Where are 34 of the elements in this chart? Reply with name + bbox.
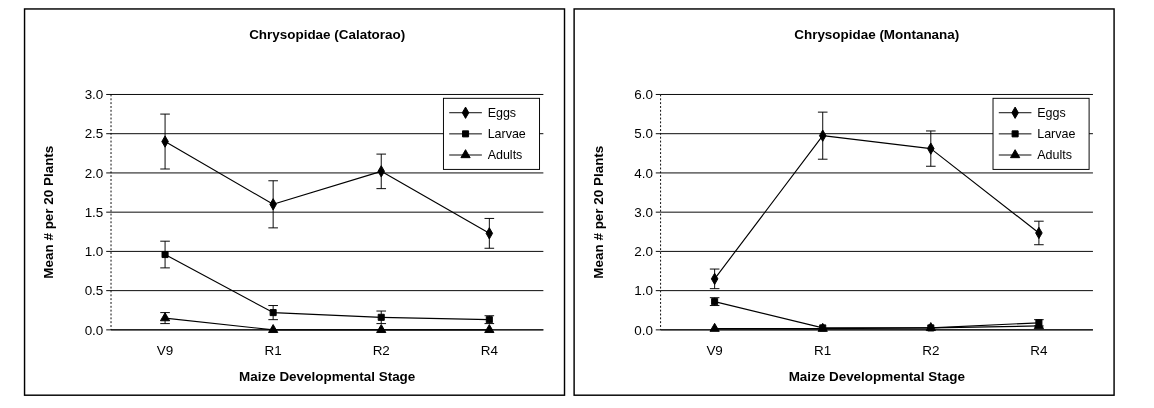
y-tick-label: 6.0	[634, 87, 653, 103]
chart-title: Chrysopidae (Calatorao)	[249, 26, 406, 42]
x-tick-label: R2	[372, 342, 390, 358]
x-tick-label: V9	[156, 342, 174, 358]
x-tick-label: V9	[706, 342, 723, 358]
y-tick-label: 1.5	[84, 204, 104, 220]
legend-label: Larvae	[487, 127, 526, 142]
legend-label: Larvae	[1037, 127, 1076, 142]
x-tick-label: R4	[1030, 342, 1049, 358]
legend-label: Eggs	[1037, 106, 1066, 121]
y-tick-label: 2.0	[84, 165, 104, 181]
y-tick-label: 2.5	[84, 126, 104, 142]
y-tick-label: 0.5	[84, 283, 104, 299]
y-axis-title: Mean # per 20 Plants	[590, 145, 606, 279]
y-tick-label: 0.0	[84, 322, 104, 338]
x-axis-title: Maize Developmental Stage	[239, 368, 416, 384]
y-tick-label: 0.0	[634, 322, 653, 338]
chart-title: Chrysopidae (Montanana)	[794, 26, 960, 42]
y-tick-label: 1.0	[84, 244, 104, 260]
legend-label: Eggs	[487, 106, 517, 121]
x-tick-label: R2	[922, 342, 940, 358]
y-tick-label: 3.0	[634, 204, 653, 220]
y-tick-label: 3.0	[84, 87, 104, 103]
y-tick-label: 2.0	[634, 244, 653, 260]
legend-label: Adults	[1037, 148, 1072, 163]
legend-label: Adults	[487, 148, 523, 163]
y-tick-label: 5.0	[634, 126, 653, 142]
y-tick-label: 1.0	[634, 283, 653, 299]
x-tick-label: R1	[264, 342, 282, 358]
x-axis-title: Maize Developmental Stage	[788, 368, 966, 384]
x-tick-label: R4	[480, 342, 499, 358]
y-tick-label: 4.0	[634, 165, 653, 181]
x-tick-label: R1	[814, 342, 832, 358]
y-axis-title: Mean # per 20 Plants	[41, 145, 57, 279]
